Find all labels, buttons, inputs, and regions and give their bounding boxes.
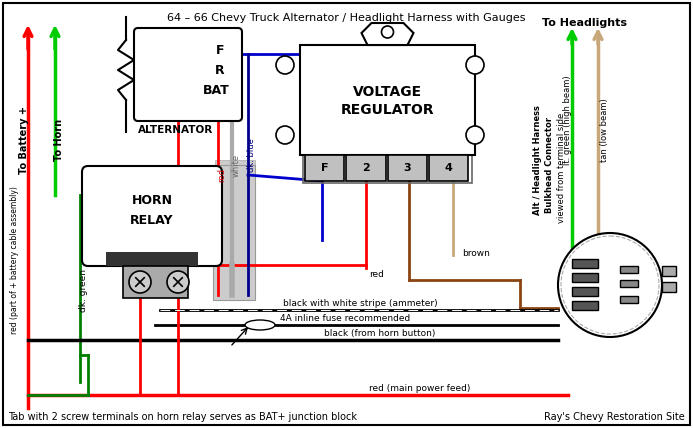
Bar xyxy=(346,155,385,181)
Text: R: R xyxy=(216,63,225,77)
Text: red: red xyxy=(369,270,385,279)
Bar xyxy=(387,155,427,181)
Bar xyxy=(106,252,198,266)
Bar xyxy=(662,266,676,276)
Bar xyxy=(572,301,598,310)
Text: black with white stripe (ammeter): black with white stripe (ammeter) xyxy=(283,299,437,308)
Text: brown: brown xyxy=(462,249,490,258)
Text: lt. green (high beam): lt. green (high beam) xyxy=(563,75,572,165)
Text: ALTERNATOR: ALTERNATOR xyxy=(139,125,213,135)
Text: F: F xyxy=(216,44,225,56)
Text: 4A inline fuse recommended: 4A inline fuse recommended xyxy=(280,314,410,323)
Text: dk. green: dk. green xyxy=(80,268,89,312)
Text: red (part of + battery cable assembly): red (part of + battery cable assembly) xyxy=(10,186,19,334)
Text: white: white xyxy=(231,153,240,177)
Text: To Horn: To Horn xyxy=(54,119,64,161)
Circle shape xyxy=(167,271,189,293)
FancyBboxPatch shape xyxy=(82,166,222,266)
Text: red (main power feed): red (main power feed) xyxy=(369,384,471,393)
Circle shape xyxy=(382,26,394,38)
Bar xyxy=(620,296,638,303)
Bar xyxy=(215,160,255,300)
FancyBboxPatch shape xyxy=(134,28,242,121)
Bar xyxy=(303,153,472,183)
Bar xyxy=(572,273,598,282)
Bar xyxy=(572,259,598,268)
Circle shape xyxy=(276,126,294,144)
Text: 64 – 66 Chevy Truck Alternator / Headlight Harness with Gauges: 64 – 66 Chevy Truck Alternator / Headlig… xyxy=(167,13,525,23)
Text: VOLTAGE: VOLTAGE xyxy=(353,85,422,99)
Text: dk. blue: dk. blue xyxy=(247,138,256,172)
Text: REGULATOR: REGULATOR xyxy=(341,103,435,117)
Text: RELAY: RELAY xyxy=(130,214,174,226)
Text: viewed from terminal side: viewed from terminal side xyxy=(557,113,566,223)
Text: Tab with 2 screw terminals on horn relay serves as BAT+ junction block: Tab with 2 screw terminals on horn relay… xyxy=(8,412,357,422)
Text: 2: 2 xyxy=(362,163,370,173)
Text: To Headlights: To Headlights xyxy=(543,18,627,28)
Text: tan (low beam): tan (low beam) xyxy=(601,98,610,162)
Circle shape xyxy=(129,271,151,293)
Text: Alt / Headlight Harness: Alt / Headlight Harness xyxy=(532,105,541,215)
Text: Bulkhead Connector: Bulkhead Connector xyxy=(545,117,554,213)
Ellipse shape xyxy=(245,320,275,330)
Circle shape xyxy=(558,233,662,337)
Text: F: F xyxy=(321,163,328,173)
Text: HORN: HORN xyxy=(132,193,173,206)
Bar xyxy=(620,280,638,287)
Bar xyxy=(300,45,475,155)
Text: 3: 3 xyxy=(403,163,411,173)
Text: black (from horn button): black (from horn button) xyxy=(324,329,436,338)
Circle shape xyxy=(276,56,294,74)
Bar xyxy=(620,266,638,273)
Bar xyxy=(123,266,188,298)
Circle shape xyxy=(466,126,484,144)
Text: To Battery +: To Battery + xyxy=(19,106,29,174)
Bar xyxy=(429,155,468,181)
Text: 4: 4 xyxy=(444,163,453,173)
Bar xyxy=(572,287,598,296)
Text: red: red xyxy=(218,168,227,182)
Bar xyxy=(662,282,676,292)
Bar xyxy=(305,155,344,181)
Text: BAT: BAT xyxy=(202,83,229,96)
Text: Ray's Chevy Restoration Site: Ray's Chevy Restoration Site xyxy=(544,412,685,422)
Bar xyxy=(213,165,255,300)
Circle shape xyxy=(466,56,484,74)
Polygon shape xyxy=(362,23,414,45)
